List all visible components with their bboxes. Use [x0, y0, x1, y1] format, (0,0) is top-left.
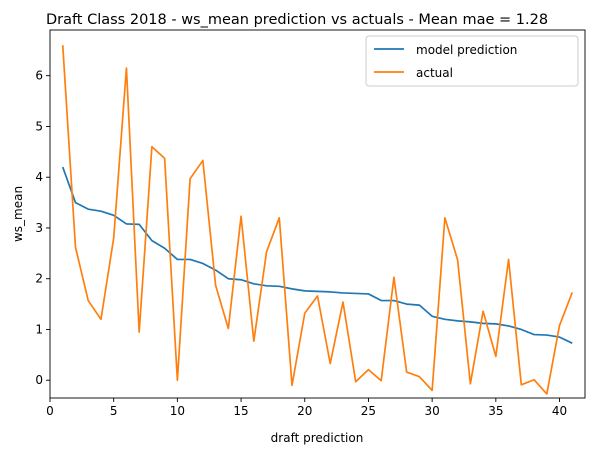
x-tick-label: 5 — [110, 404, 118, 418]
x-tick-label: 10 — [170, 404, 185, 418]
y-tick-label: 5 — [35, 119, 43, 133]
series-line-actual — [61, 45, 574, 395]
plot-frame — [49, 29, 586, 399]
x-tick-label: 20 — [297, 404, 312, 418]
y-tick-label: 6 — [35, 69, 43, 83]
series-layer — [61, 45, 574, 395]
chart-title: Draft Class 2018 - ws_mean prediction vs… — [46, 12, 548, 28]
legend-label-actual: actual — [416, 66, 453, 80]
y-tick-label: 0 — [35, 373, 43, 387]
y-axis-label: ws_mean — [11, 186, 25, 242]
x-tick-label: 40 — [552, 404, 567, 418]
x-tick-label: 0 — [46, 404, 54, 418]
x-tick-label: 25 — [361, 404, 376, 418]
legend-label-model-prediction: model prediction — [416, 43, 517, 57]
x-axis-ticks: 0 5 10 15 20 25 30 35 40 — [46, 398, 567, 418]
y-tick-label: 2 — [35, 272, 43, 286]
y-tick-label: 4 — [35, 170, 43, 184]
y-tick-label: 1 — [35, 322, 43, 336]
legend-box — [365, 35, 579, 87]
y-axis-ticks: 0 1 2 3 4 5 6 — [35, 69, 50, 387]
x-axis-label: draft prediction — [271, 431, 364, 445]
y-tick-label: 3 — [35, 221, 43, 235]
x-tick-label: 35 — [488, 404, 503, 418]
x-tick-label: 15 — [233, 404, 248, 418]
x-tick-label: 30 — [425, 404, 440, 418]
legend: model prediction actual — [365, 35, 579, 87]
